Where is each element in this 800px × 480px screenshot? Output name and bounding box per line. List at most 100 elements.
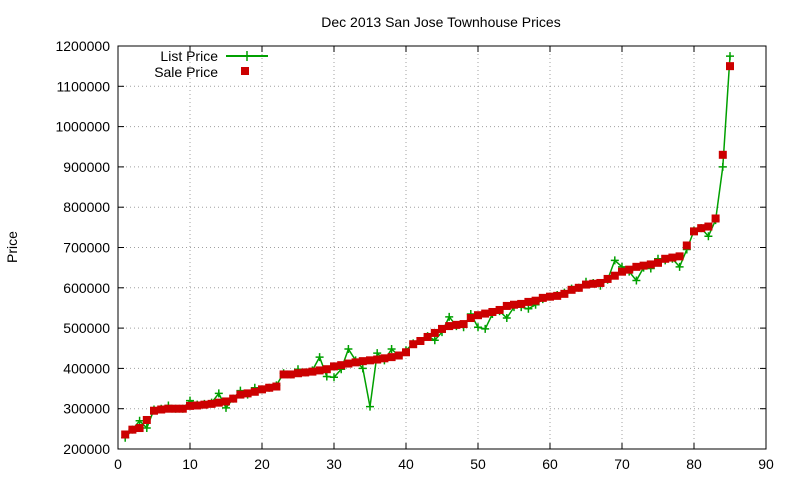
x-tick-label: 0: [114, 456, 122, 472]
y-axis-label: Price: [4, 231, 20, 263]
sale-price-point: [452, 320, 461, 329]
y-tick-label: 1100000: [57, 78, 111, 94]
sale-price-point: [625, 265, 634, 274]
sale-price-point: [214, 398, 223, 407]
chart-title: Dec 2013 San Jose Townhouse Prices: [321, 14, 560, 30]
sale-price-point: [135, 424, 144, 433]
list-price-point: [358, 364, 367, 373]
sale-price-point: [502, 301, 511, 310]
sale-price-point: [646, 260, 655, 269]
x-tick-label: 20: [254, 456, 270, 472]
sale-price-point: [236, 390, 245, 399]
sale-price-point: [351, 358, 360, 367]
y-tick-label: 500000: [63, 320, 110, 336]
sale-price-point: [294, 369, 302, 378]
series-line-list-price: [124, 56, 731, 439]
sale-price-point: [121, 430, 130, 439]
y-tick-label: 400000: [63, 360, 110, 376]
sale-price-point: [394, 351, 403, 360]
sale-price-point: [538, 293, 547, 302]
list-price-point: [632, 276, 641, 285]
sale-price-point: [272, 382, 281, 391]
sale-price-point: [366, 356, 374, 365]
list-price-point: [726, 52, 734, 61]
sale-price-point: [207, 399, 216, 408]
y-tick-label: 200000: [63, 441, 110, 457]
sale-price-point: [682, 241, 691, 250]
sale-price-point: [150, 406, 158, 415]
y-tick-label: 600000: [63, 280, 110, 296]
sale-price-point: [445, 322, 454, 331]
sale-price-point: [574, 283, 583, 292]
sale-price-point: [164, 404, 173, 413]
sale-price-point: [258, 385, 266, 394]
legend-marker-sale-price: [241, 67, 249, 75]
sale-price-point: [423, 332, 432, 341]
sale-price-point: [286, 370, 295, 379]
list-price-point: [214, 389, 223, 398]
sale-price-point: [330, 362, 338, 371]
list-price-point: [315, 353, 324, 362]
sale-price-point: [178, 404, 187, 413]
sale-price-point: [546, 292, 554, 301]
sale-price-point: [265, 383, 274, 392]
sale-price-point: [322, 365, 331, 374]
sale-price-point: [704, 222, 713, 231]
legend: List Price Sale Price: [154, 48, 268, 80]
x-tick-label: 30: [326, 456, 342, 472]
sale-price-point: [531, 296, 540, 305]
sale-price-point: [142, 415, 151, 424]
sale-price-point: [337, 361, 346, 370]
sale-price-point: [661, 254, 670, 263]
sale-price-point: [560, 289, 569, 298]
list-price-point: [704, 232, 713, 241]
list-price-point: [142, 424, 151, 433]
sale-price-point: [488, 307, 497, 316]
list-price-point: [481, 324, 490, 333]
sale-price-point: [416, 336, 425, 345]
y-tick-label: 1200000: [55, 38, 110, 54]
list-price-point: [675, 262, 684, 271]
sale-price-point: [567, 285, 576, 294]
sale-price-point: [690, 227, 698, 236]
sale-price-point: [481, 309, 490, 318]
sale-price-point: [186, 401, 194, 410]
sale-price-point: [589, 279, 598, 288]
list-price-point: [502, 314, 511, 323]
x-tick-label: 50: [470, 456, 486, 472]
list-price-point: [366, 402, 374, 411]
sale-price-point: [618, 267, 626, 276]
list-price-point: [135, 416, 144, 425]
sale-price-point: [603, 274, 612, 283]
sale-price-point: [373, 355, 382, 364]
y-tick-label: 1000000: [55, 119, 110, 135]
y-tick-label: 700000: [63, 240, 110, 256]
sale-price-point: [610, 271, 619, 280]
sale-price-point: [524, 297, 533, 306]
sale-price-point: [171, 404, 180, 413]
sale-price-point: [193, 401, 202, 410]
sale-price-point: [726, 62, 734, 71]
sale-price-point: [596, 278, 605, 287]
x-tick-label: 80: [686, 456, 702, 472]
sale-price-point: [387, 353, 396, 362]
sale-price-point: [315, 366, 324, 375]
y-tick-label: 900000: [63, 159, 110, 175]
y-tick-label: 300000: [63, 401, 110, 417]
sale-price-point: [279, 370, 288, 379]
list-price-point: [445, 312, 454, 321]
sale-price-point: [308, 367, 317, 376]
sale-price-point: [510, 300, 518, 309]
x-tick-label: 40: [398, 456, 414, 472]
x-tick-label: 90: [758, 456, 774, 472]
sale-price-point: [697, 224, 706, 233]
legend-label-list-price: List Price: [160, 48, 218, 64]
sale-price-point: [128, 425, 137, 434]
sale-price-point: [380, 354, 389, 363]
list-price-point: [718, 162, 727, 171]
sale-price-point: [582, 280, 590, 289]
sale-price-point: [675, 252, 684, 261]
sale-price-point: [409, 340, 418, 349]
sale-price-point: [495, 305, 504, 314]
